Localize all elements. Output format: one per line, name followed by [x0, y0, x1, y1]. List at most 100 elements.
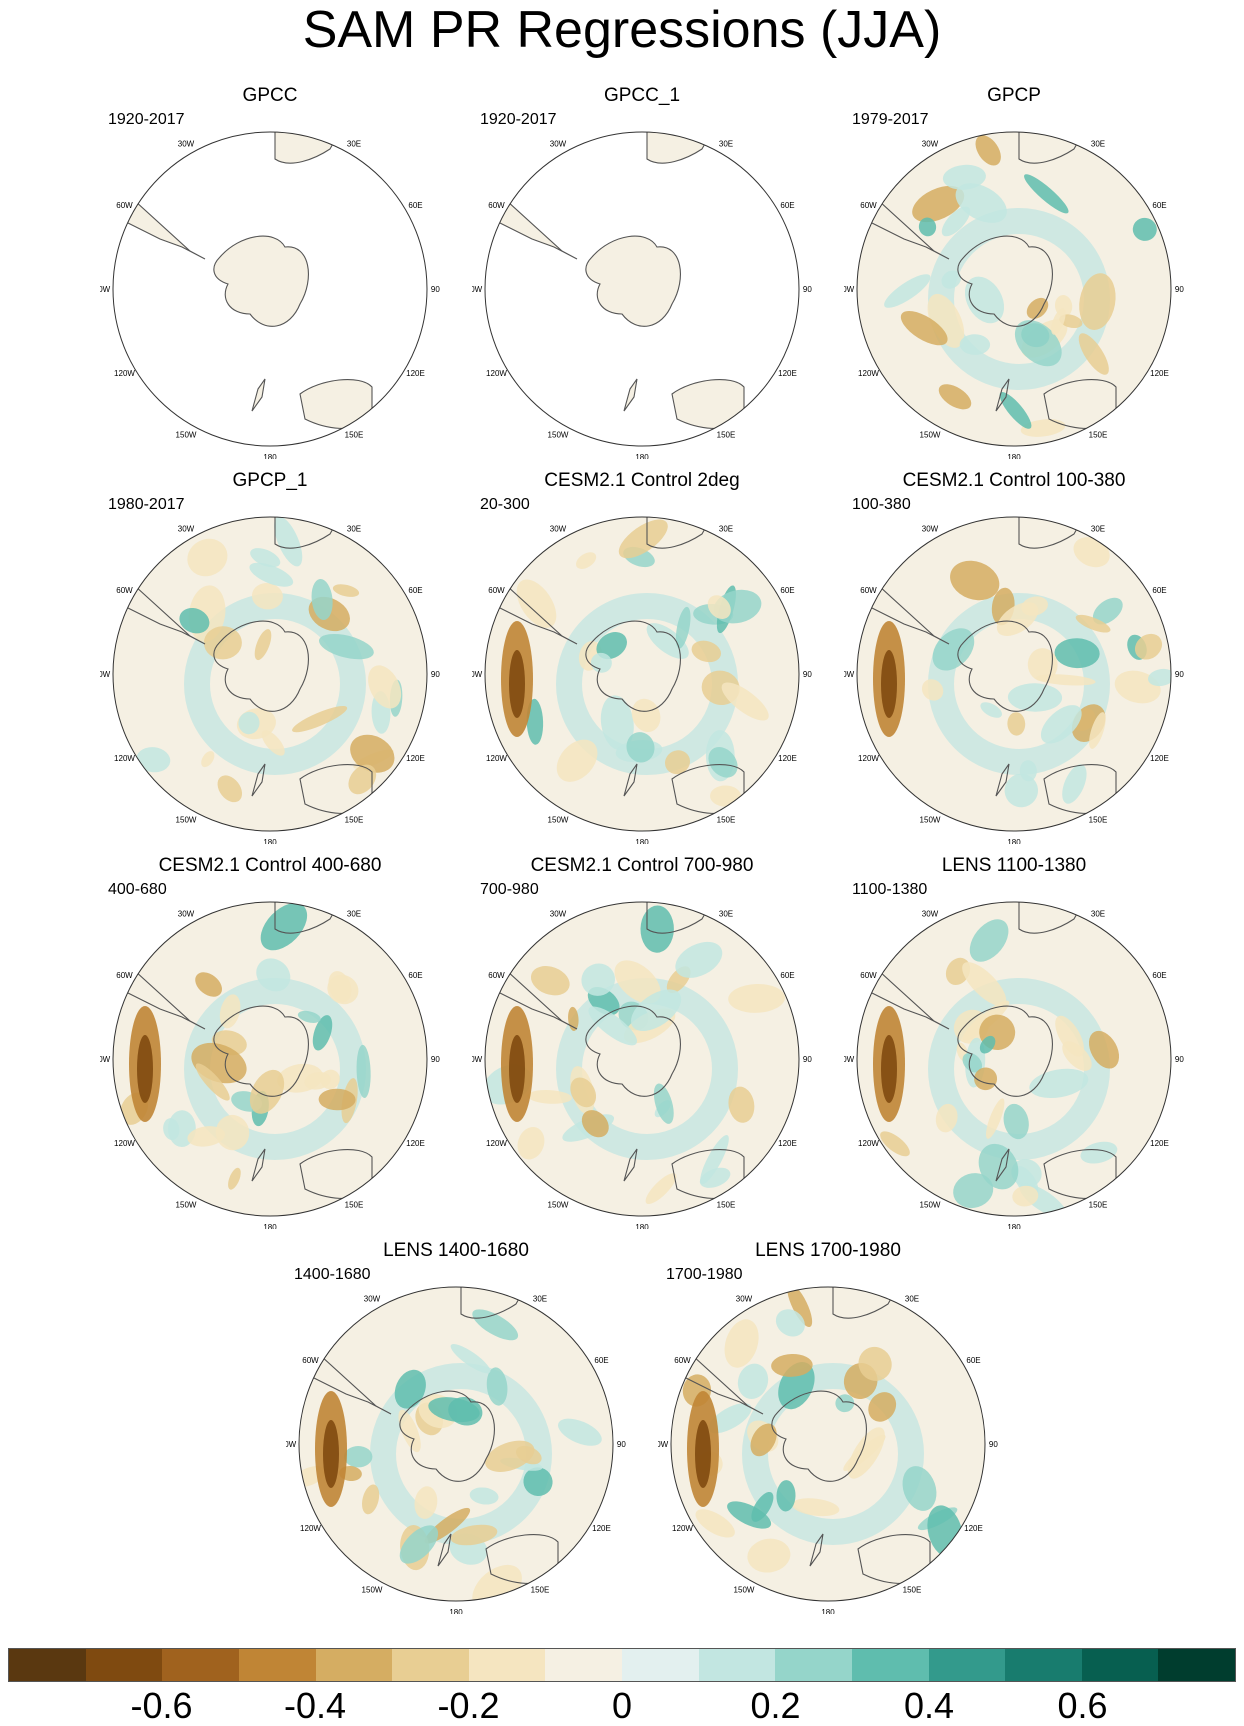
anomaly-patch [249, 562, 294, 587]
anomaly-patch [938, 384, 972, 410]
longitude-label: 120W [858, 1139, 879, 1148]
anomaly-patch [1055, 1015, 1084, 1057]
longitude-label: 150W [920, 1201, 941, 1210]
panel-title: LENS 1400-1680 [383, 1240, 529, 1261]
coastline [646, 902, 713, 934]
coastline [857, 200, 950, 260]
anomaly-patch [509, 650, 525, 718]
longitude-label: 30E [905, 1295, 919, 1304]
coastline [623, 378, 638, 412]
anomaly-patch [775, 1309, 805, 1337]
coastline [251, 763, 266, 797]
anomaly-patch [880, 1131, 910, 1157]
anomaly-patch [254, 629, 272, 661]
longitude-label: 30W [736, 1295, 753, 1304]
longitude-label: 30W [178, 525, 195, 534]
anomaly-patch [368, 665, 402, 709]
anomaly-patch [695, 1420, 711, 1488]
map-panel: GPCP_11980-2017030E60E90E120E150E180150W… [100, 470, 440, 844]
colorbar-swatch [1158, 1649, 1235, 1681]
anomaly-patch [1004, 773, 1039, 808]
longitude-label: 120W [672, 1524, 693, 1533]
map-panel: CESM2.1 Control 2deg20-300030E60E90E120E… [472, 470, 812, 844]
polar-map: 030E60E90E120E150E180150W120W90W60W30W [286, 1286, 626, 1614]
map-panel: CESM2.1 Control 400-680400-680030E60E90E… [100, 855, 440, 1229]
polar-map: 030E60E90E120E150E180150W120W90W60W30W [844, 131, 1184, 459]
coastline [251, 1148, 266, 1182]
coastline [623, 1148, 638, 1182]
coastline [995, 763, 1010, 797]
coastline [957, 1005, 1053, 1097]
anomaly-patch [526, 698, 544, 745]
panel-years: 400-680 [108, 881, 167, 898]
anomaly-patch [556, 739, 598, 782]
map-background [857, 902, 1171, 1216]
longitude-label: 90W [100, 1055, 111, 1064]
anomaly-patch [328, 971, 352, 1003]
anomaly-patch [912, 185, 965, 223]
longitude-label: 180 [821, 1608, 835, 1614]
longitude-label: 150E [717, 816, 736, 825]
anomaly-patch [695, 1509, 735, 1538]
colorbar-tick-label: 0.6 [1057, 1685, 1108, 1726]
anomaly-patch [1012, 1185, 1039, 1207]
anomaly-patch [1029, 1068, 1089, 1099]
anomaly-patch [311, 578, 333, 621]
longitude-label: 150W [176, 1201, 197, 1210]
anomaly-patch [724, 1319, 759, 1368]
colorbar-tick-label: 0 [611, 1685, 633, 1726]
anomaly-patch [631, 989, 682, 1031]
colorbar-swatch [851, 1649, 929, 1681]
map-border [484, 131, 800, 447]
longitude-label: 120E [1150, 369, 1169, 378]
longitude-label: 60E [408, 201, 422, 210]
anomaly-patch [516, 579, 557, 628]
coastline [671, 763, 745, 815]
anomaly-patch [292, 706, 348, 733]
longitude-label: 30W [364, 1295, 381, 1304]
longitude-label: 180 [635, 1223, 649, 1229]
map-border [112, 516, 428, 832]
colorbar-swatch [775, 1649, 852, 1681]
polar-map: 030E60E90E120E150E180150W120W90W60W30W [100, 131, 440, 459]
anomaly-patch [1051, 308, 1066, 335]
coastline [460, 1287, 527, 1319]
anomaly-patch [959, 334, 991, 355]
polar-map: 030E60E90E120E150E180150W120W90W60W30W [472, 131, 812, 459]
longitude-label: 150E [717, 431, 736, 440]
panel-years: 20-300 [480, 496, 530, 513]
longitude-label: 180 [635, 453, 649, 459]
longitude-label: 60E [780, 586, 794, 595]
panel-years: 1920-2017 [480, 111, 557, 128]
longitude-label: 90E [431, 670, 440, 679]
anomaly-patch [450, 1344, 491, 1374]
panel-title: CESM2.1 Control 2deg [544, 470, 740, 491]
anomaly-patch [1007, 712, 1026, 736]
anomaly-patch [450, 1524, 498, 1546]
longitude-label: 90W [100, 670, 111, 679]
longitude-label: 180 [1007, 453, 1021, 459]
anomaly-patch [975, 135, 1001, 166]
coastline [957, 620, 1053, 712]
longitude-label: 90W [844, 285, 855, 294]
coastline [1043, 378, 1117, 430]
anomaly-patch [969, 919, 1009, 962]
coastline [485, 1533, 559, 1585]
anomaly-patch [1079, 273, 1116, 330]
anomaly-patch [664, 750, 691, 775]
anomaly-patch [523, 1467, 553, 1497]
anomaly-patch [398, 1409, 421, 1453]
anomaly-patch [256, 958, 291, 992]
anomaly-patch [304, 1071, 331, 1090]
anomaly-patch [414, 1486, 438, 1519]
map-panel: CESM2.1 Control 100-380100-380030E60E90E… [844, 470, 1184, 844]
longitude-label: 120E [778, 369, 797, 378]
anomaly-patch [249, 1069, 285, 1114]
polar-map: 030E60E90E120E150E180150W120W90W60W30W [844, 901, 1184, 1229]
longitude-label: 60E [1152, 201, 1166, 210]
panel-years: 700-980 [480, 881, 539, 898]
coastline [113, 585, 206, 645]
coastline [299, 1148, 373, 1200]
anomaly-patch [787, 1287, 813, 1328]
map-panel: LENS 1700-19801700-1980030E60E90E120E150… [658, 1240, 998, 1614]
